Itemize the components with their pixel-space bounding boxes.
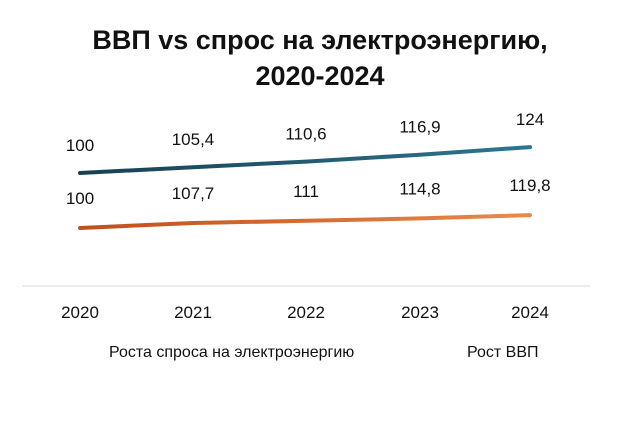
data-label-gdp-2020: 100 (66, 136, 94, 155)
x-tick-label-2020: 2020 (61, 303, 99, 322)
chart-title: ВВП vs спрос на электроэнергию, 2020-202… (0, 22, 640, 94)
legend: Роста спроса на электроэнергию Рост ВВП (62, 344, 538, 361)
data-label-power-2024: 119,8 (509, 176, 550, 195)
legend-label-gdp: Рост ВВП (467, 344, 538, 361)
legend-label-power: Роста спроса на электроэнергию (109, 344, 354, 361)
data-label-power-2023: 114,8 (399, 179, 440, 198)
x-tick-label-2021: 2021 (174, 303, 212, 322)
x-tick-label-2022: 2022 (287, 303, 325, 322)
x-tick-label-2024: 2024 (511, 303, 549, 322)
chart-title-line2: 2020-2024 (255, 61, 385, 91)
series-line-gdp (78, 145, 532, 175)
x-tick-label-2023: 2023 (401, 303, 439, 322)
data-label-gdp-2021: 105,4 (172, 130, 215, 149)
series-line-power (78, 213, 532, 230)
data-label-power-2022: 111 (293, 182, 319, 201)
data-label-gdp-2022: 110,6 (285, 125, 326, 144)
data-label-gdp-2023: 116,9 (399, 118, 440, 137)
chart-title-line1: ВВП vs спрос на электроэнергию, (92, 25, 548, 55)
data-label-power-2020: 100 (66, 189, 94, 208)
data-label-gdp-2024: 124 (516, 110, 544, 129)
data-label-power-2021: 107,7 (172, 184, 215, 203)
